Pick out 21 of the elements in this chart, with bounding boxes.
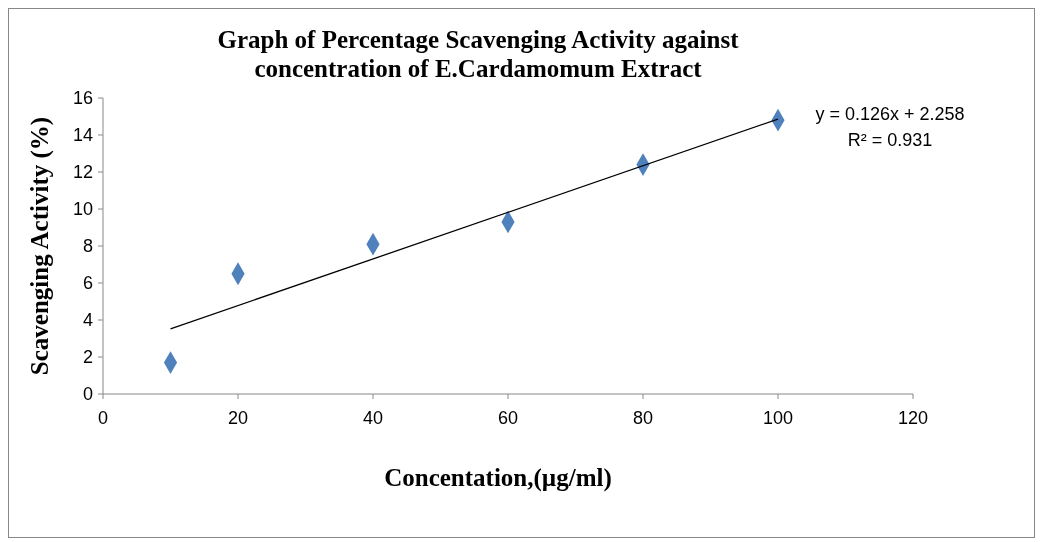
- y-tick-label: 0: [82, 384, 93, 405]
- x-tick-label: 120: [897, 408, 929, 428]
- y-tick-label: 6: [82, 273, 93, 294]
- y-tick-label: 16: [72, 88, 93, 109]
- annotation: y = 0.126x + 2.258: [815, 104, 965, 124]
- y-tick-label: 12: [72, 162, 93, 183]
- x-tick-label: 60: [497, 408, 519, 428]
- annotation: R² = 0.931: [847, 130, 933, 150]
- x-tick-label: 100: [762, 408, 794, 428]
- x-tick-label: 20: [227, 408, 249, 428]
- y-tick-label: 4: [82, 310, 93, 331]
- y-axis-title: Scavenging Activity (%): [26, 116, 54, 376]
- y-tick-label: 8: [82, 236, 93, 257]
- x-tick-label: 0: [97, 408, 109, 428]
- y-tick-label: 14: [72, 125, 93, 146]
- y-tick-label: 2: [82, 347, 93, 368]
- x-tick-label: 80: [632, 408, 654, 428]
- y-tick-label: 10: [72, 199, 93, 220]
- chart-title: Graph of Percentage Scavenging Activity against concentration of E.Cardamomum Extract: [217, 26, 740, 82]
- x-axis-title: Concentation,(µg/ml): [384, 464, 612, 492]
- x-tick-label: 40: [362, 408, 384, 428]
